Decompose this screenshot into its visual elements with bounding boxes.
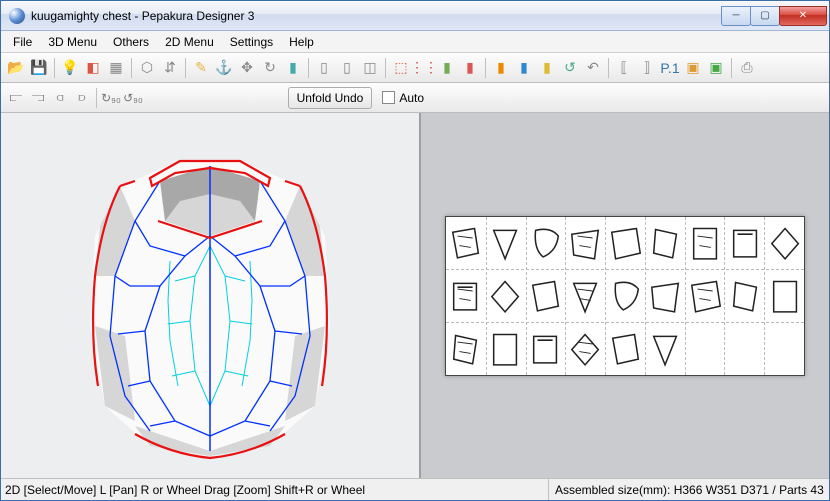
unfold-part[interactable] (488, 326, 524, 373)
unfold-part[interactable] (648, 273, 684, 320)
menu-2d-menu[interactable]: 2D Menu (157, 33, 222, 51)
unfold-part[interactable] (568, 220, 604, 267)
unfold-part[interactable] (528, 273, 564, 320)
unfold-part[interactable] (768, 220, 804, 267)
p1-icon[interactable]: P.1 (659, 57, 681, 79)
save-icon[interactable]: 💾 (28, 57, 50, 79)
pencil-icon[interactable]: ✎ (190, 57, 212, 79)
align1-icon[interactable]: ⫍ (5, 87, 27, 109)
rot90a-icon[interactable]: ↻₉₀ (100, 87, 122, 109)
bracket2-icon[interactable]: ⟧ (636, 57, 658, 79)
arrows-icon[interactable]: ✥ (236, 57, 258, 79)
window-title: kuugamighty chest - Pepakura Designer 3 (31, 9, 254, 23)
toolbar-main: 📂💾💡◧▦⬡⇵✎⚓✥↻▮▯▯◫⬚⋮⋮▮▮▮▮▮↺↶⟦⟧P.1▣▣⎙ (1, 53, 829, 83)
auto-checkbox-group[interactable]: Auto (382, 91, 424, 105)
anchor-icon[interactable]: ⚓ (213, 57, 235, 79)
unfold-undo-button[interactable]: Unfold Undo (288, 87, 373, 109)
unfold-part[interactable] (728, 220, 764, 267)
rotate-icon[interactable]: ↻ (259, 57, 281, 79)
lightbulb-icon[interactable]: 💡 (59, 57, 81, 79)
cube-icon[interactable]: ⬡ (136, 57, 158, 79)
auto-label: Auto (399, 91, 424, 105)
texture-icon[interactable]: ▦ (105, 57, 127, 79)
disk-a-icon[interactable]: ▣ (682, 57, 704, 79)
print-icon[interactable]: ⎙ (736, 57, 758, 79)
rainbow2-icon[interactable]: ▮ (459, 57, 481, 79)
unfold-part[interactable] (688, 220, 724, 267)
toolbar-secondary: ⫍⫎⫏⫐ ↻₉₀↺₉₀ Unfold Undo Auto (1, 83, 829, 113)
menu-file[interactable]: File (5, 33, 40, 51)
unfold-part[interactable] (448, 273, 484, 320)
workspace (1, 113, 829, 478)
unfold-part[interactable] (608, 326, 644, 373)
3d-viewport[interactable] (1, 113, 421, 478)
dots-icon[interactable]: ⋮⋮ (413, 57, 435, 79)
minimize-button[interactable]: ─ (721, 6, 751, 26)
maximize-button[interactable]: ▢ (750, 6, 780, 26)
yellow2-icon[interactable]: ▮ (536, 57, 558, 79)
flip-icon[interactable]: ⇵ (159, 57, 181, 79)
menu-3d-menu[interactable]: 3D Menu (40, 33, 105, 51)
layout2-icon[interactable]: ▯ (336, 57, 358, 79)
auto-checkbox[interactable] (382, 91, 395, 104)
unfold-part[interactable] (728, 273, 764, 320)
menu-help[interactable]: Help (281, 33, 322, 51)
paint-icon[interactable]: ▮ (282, 57, 304, 79)
titlebar[interactable]: kuugamighty chest - Pepakura Designer 3 … (1, 1, 829, 31)
unfold-part[interactable] (528, 220, 564, 267)
unfold-part[interactable] (688, 273, 724, 320)
unfold-part[interactable] (648, 220, 684, 267)
app-icon (9, 8, 25, 24)
unfold-part[interactable] (608, 273, 644, 320)
rot90b-icon[interactable]: ↺₉₀ (122, 87, 144, 109)
unfold-part[interactable] (448, 220, 484, 267)
unfold-part[interactable] (528, 326, 564, 373)
rainbow1-icon[interactable]: ▮ (436, 57, 458, 79)
unfold-part[interactable] (648, 326, 684, 373)
align4-icon[interactable]: ⫐ (71, 87, 93, 109)
unfold-part[interactable] (768, 273, 804, 320)
status-right: Assembled size(mm): H366 W351 D371 / Par… (549, 479, 829, 500)
3d-model (40, 126, 380, 466)
menu-others[interactable]: Others (105, 33, 157, 51)
blue-icon[interactable]: ▮ (513, 57, 535, 79)
disk-b-icon[interactable]: ▣ (705, 57, 727, 79)
color-cube-icon[interactable]: ◧ (82, 57, 104, 79)
unfold-part[interactable] (568, 273, 604, 320)
unfold-sheet (445, 216, 805, 376)
2d-viewport[interactable] (421, 113, 829, 478)
layout3-icon[interactable]: ◫ (359, 57, 381, 79)
align3-icon[interactable]: ⫏ (49, 87, 71, 109)
app-window: kuugamighty chest - Pepakura Designer 3 … (0, 0, 830, 501)
unfold-part[interactable] (608, 220, 644, 267)
unfold-part[interactable] (568, 326, 604, 373)
refresh-icon[interactable]: ↺ (559, 57, 581, 79)
menubar: File3D MenuOthers2D MenuSettingsHelp (1, 31, 829, 53)
statusbar: 2D [Select/Move] L [Pan] R or Wheel Drag… (1, 478, 829, 500)
orange-icon[interactable]: ▮ (490, 57, 512, 79)
bracket1-icon[interactable]: ⟦ (613, 57, 635, 79)
unfold-part[interactable] (448, 326, 484, 373)
close-button[interactable]: ✕ (779, 6, 827, 26)
unfold-part[interactable] (488, 273, 524, 320)
align2-icon[interactable]: ⫎ (27, 87, 49, 109)
unfold-part[interactable] (488, 220, 524, 267)
menu-settings[interactable]: Settings (222, 33, 281, 51)
window-controls: ─ ▢ ✕ (722, 6, 827, 26)
layout1-icon[interactable]: ▯ (313, 57, 335, 79)
marquee-icon[interactable]: ⬚ (390, 57, 412, 79)
status-left: 2D [Select/Move] L [Pan] R or Wheel Drag… (1, 479, 549, 500)
open-icon[interactable]: 📂 (5, 57, 27, 79)
undo-icon[interactable]: ↶ (582, 57, 604, 79)
